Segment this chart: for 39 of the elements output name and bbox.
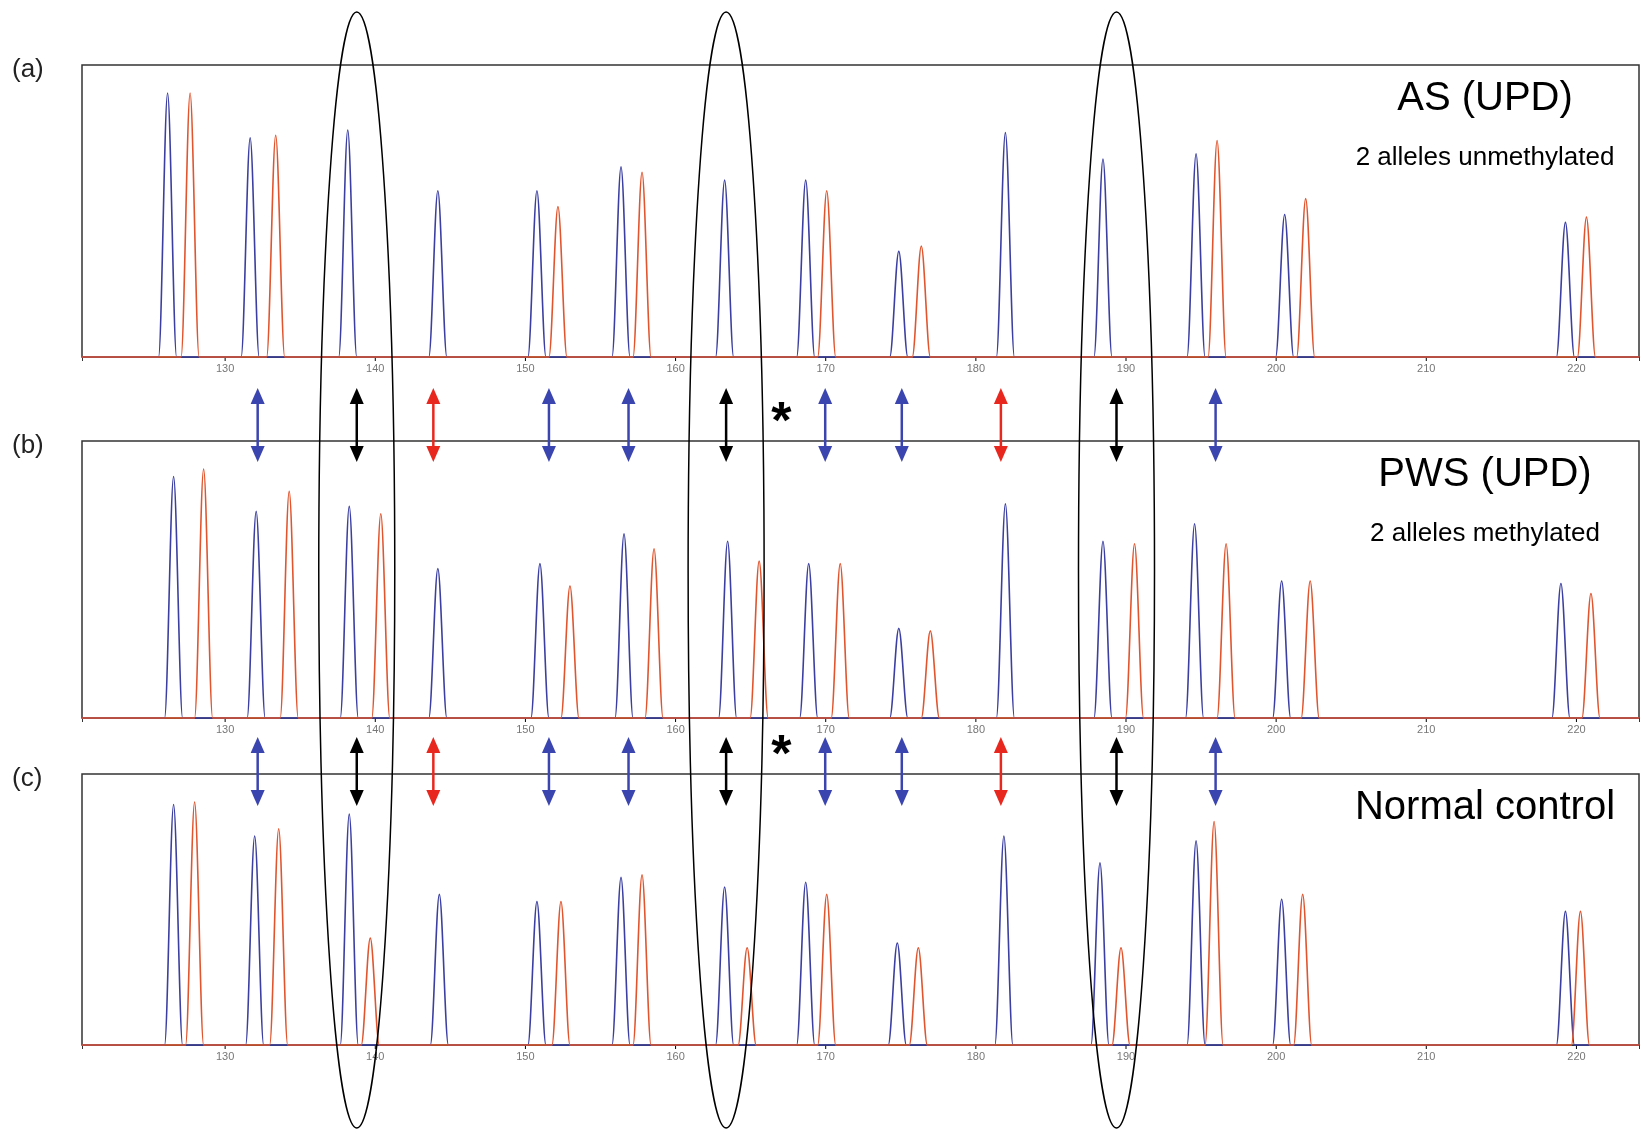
x-tick-label: 160 [666, 1049, 685, 1062]
x-tick-label: 160 [666, 361, 685, 374]
x-tick-label: 130 [215, 722, 235, 735]
text: (b) [12, 429, 44, 459]
x-tick-label: 150 [516, 722, 535, 735]
x-tick-label: 200 [1266, 1049, 1286, 1062]
x-tick-label: 220 [1567, 361, 1586, 374]
x-tick-label: 180 [966, 361, 986, 374]
x-tick-label: 170 [816, 361, 835, 374]
x-tick-label: 210 [1417, 722, 1436, 735]
chart-title: PWS (UPD) [1378, 450, 1592, 494]
text: (a) [12, 53, 44, 83]
x-tick-label: 170 [816, 1049, 835, 1062]
x-tick-label: 210 [1417, 1049, 1436, 1062]
x-tick-label: 180 [966, 722, 986, 735]
text: * [771, 391, 793, 449]
x-tick-label: 220 [1567, 722, 1586, 735]
x-tick-label: 170 [816, 722, 835, 735]
x-tick-label: 220 [1567, 1049, 1586, 1062]
x-tick-label: 140 [366, 361, 385, 374]
x-tick-label: 190 [1116, 722, 1136, 735]
text: 2 alleles methylated [1370, 517, 1600, 547]
text: * [771, 724, 793, 782]
x-tick-label: 150 [516, 1049, 535, 1062]
x-tick-label: 130 [215, 1049, 235, 1062]
x-tick-label: 190 [1116, 361, 1136, 374]
chart-title: AS (UPD) [1397, 74, 1573, 118]
x-tick-label: 150 [516, 361, 535, 374]
text: 2 alleles unmethylated [1355, 141, 1615, 171]
x-tick-label: 200 [1266, 722, 1286, 735]
x-tick-label: 130 [215, 361, 235, 374]
text: (c) [12, 762, 43, 792]
x-tick-label: 200 [1266, 361, 1286, 374]
x-tick-label: 160 [666, 722, 685, 735]
x-tick-label: 190 [1116, 1049, 1136, 1062]
chart-title: Normal control [1354, 783, 1616, 827]
x-tick-label: 140 [366, 722, 385, 735]
x-tick-label: 180 [966, 1049, 986, 1062]
x-tick-label: 210 [1417, 361, 1436, 374]
